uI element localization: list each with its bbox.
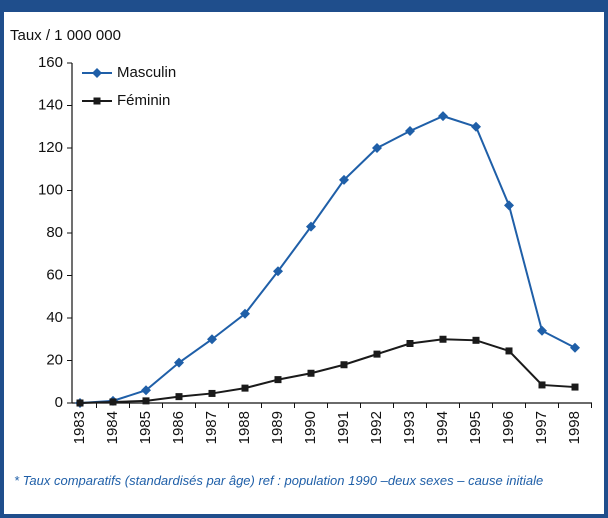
- y-tick-label: 120: [38, 139, 63, 156]
- y-tick-label: 100: [38, 181, 63, 198]
- x-tick-label: 1996: [500, 411, 517, 444]
- point: [538, 381, 546, 389]
- series-line: [79, 338, 576, 404]
- series-line: [79, 115, 576, 404]
- y-axis-label: Taux / 1 000 000: [10, 27, 121, 44]
- x-tick-label: 1986: [170, 411, 187, 444]
- point: [406, 340, 414, 347]
- point: [273, 266, 283, 277]
- y-tick-label: 40: [46, 309, 63, 326]
- x-tick-label: 1993: [401, 411, 418, 444]
- point: [537, 325, 547, 336]
- point: [92, 68, 102, 78]
- point: [339, 174, 349, 185]
- point: [505, 347, 513, 355]
- x-tick-label: 1991: [335, 411, 352, 444]
- y-tick-label: 140: [38, 96, 63, 113]
- y-tick-label: 60: [46, 266, 63, 283]
- point: [141, 385, 151, 396]
- point: [571, 383, 579, 391]
- x-tick-label: 1995: [467, 411, 484, 444]
- point: [504, 200, 514, 211]
- x-tick-label: 1989: [269, 411, 286, 444]
- point: [241, 384, 249, 392]
- x-tick-label: 1983: [71, 411, 88, 444]
- x-tick-label: 1997: [533, 411, 550, 444]
- panel: [4, 12, 604, 514]
- legend-label: Masculin: [117, 64, 176, 81]
- legend-label: Féminin: [117, 92, 170, 109]
- point: [471, 121, 481, 132]
- point: [175, 393, 183, 401]
- point: [142, 397, 150, 405]
- point: [208, 389, 216, 397]
- point: [76, 399, 84, 407]
- point: [174, 357, 184, 368]
- point: [372, 143, 382, 153]
- point: [93, 97, 101, 105]
- point: [405, 126, 415, 136]
- point: [240, 308, 250, 319]
- y-tick-label: 0: [55, 394, 63, 411]
- point: [438, 111, 448, 122]
- point: [274, 376, 282, 384]
- x-tick-label: 1990: [302, 411, 319, 444]
- point: [570, 342, 580, 353]
- point: [472, 336, 480, 344]
- y-tick-label: 160: [38, 54, 63, 71]
- x-tick-label: 1994: [434, 411, 451, 444]
- point: [207, 334, 217, 345]
- point: [109, 398, 117, 406]
- x-tick-label: 1998: [566, 411, 583, 444]
- x-tick-label: 1984: [104, 411, 121, 444]
- point: [439, 335, 447, 343]
- y-tick-label: 20: [46, 351, 63, 368]
- y-tick-label: 80: [46, 224, 63, 241]
- point: [306, 221, 316, 232]
- point: [340, 361, 348, 369]
- x-tick-label: 1985: [137, 411, 154, 444]
- x-tick-label: 1988: [236, 411, 253, 444]
- x-tick-label: 1987: [203, 411, 220, 444]
- point: [307, 369, 315, 377]
- x-tick-label: 1992: [368, 411, 385, 444]
- point: [373, 350, 381, 358]
- footnote: * Taux comparatifs (standardisés par âge…: [14, 473, 544, 488]
